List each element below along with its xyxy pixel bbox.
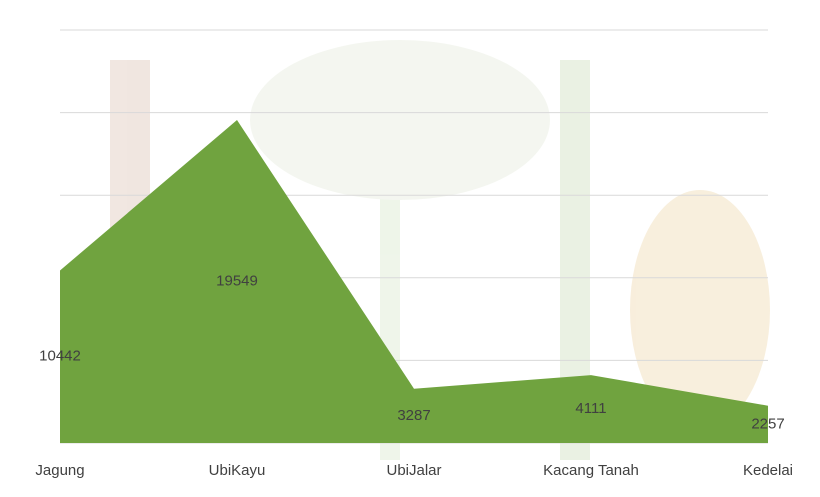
x-tick-label: Jagung bbox=[35, 462, 84, 479]
x-tick-label: UbiJalar bbox=[386, 462, 441, 479]
plot-area: 10442 Jagung 19549 UbiKayu 3287 UbiJalar 4111 K… bbox=[35, 29, 793, 479]
data-label: 2257 bbox=[751, 415, 784, 432]
data-label: 4111 bbox=[575, 400, 606, 417]
data-label: 19549 bbox=[216, 272, 258, 289]
x-tick-label: Kedelai bbox=[743, 462, 793, 479]
x-tick-label: UbiKayu bbox=[209, 462, 266, 479]
x-tick-label: Kacang Tanah bbox=[543, 462, 639, 479]
area bbox=[60, 120, 768, 443]
data-label: 10442 bbox=[39, 348, 81, 365]
data-label: 3287 bbox=[397, 407, 430, 424]
